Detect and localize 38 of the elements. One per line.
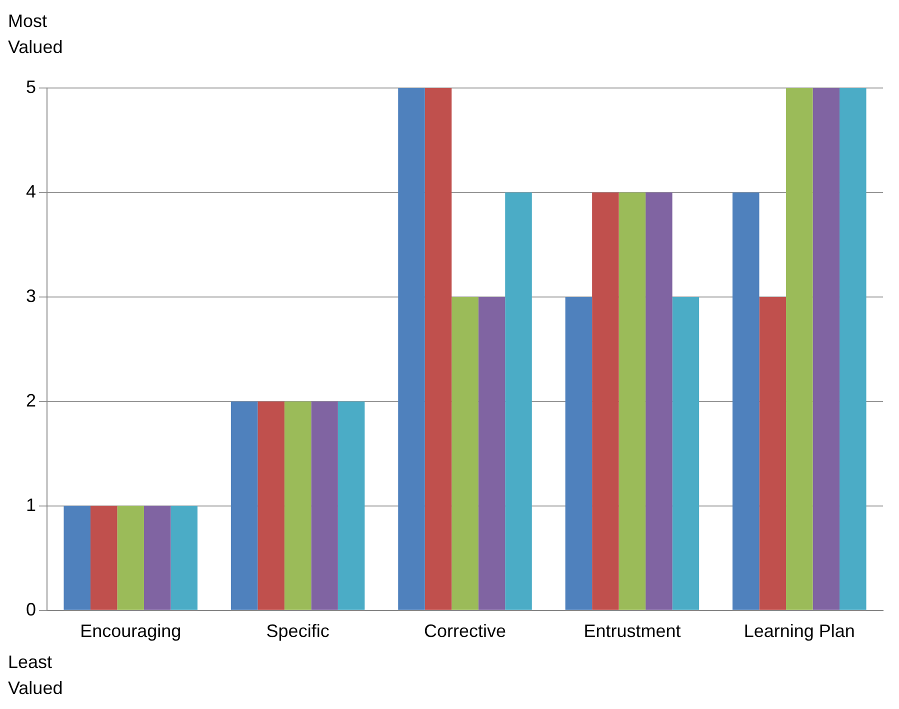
x-tick-label: Learning Plan xyxy=(744,621,855,642)
y-tick-label: 1 xyxy=(26,494,36,515)
bar xyxy=(646,192,672,610)
bar xyxy=(284,401,312,610)
bar xyxy=(812,88,840,610)
x-tick-label: Specific xyxy=(266,621,330,642)
bar xyxy=(759,296,786,610)
bar xyxy=(338,401,365,610)
bar xyxy=(565,296,592,610)
bar xyxy=(230,401,258,610)
x-tick-label: Entrustment xyxy=(584,621,681,642)
bar xyxy=(672,296,700,610)
bar xyxy=(144,506,171,610)
bar xyxy=(478,296,506,610)
y-tick-label: 2 xyxy=(26,390,36,410)
bar xyxy=(117,506,144,610)
bar xyxy=(424,88,452,610)
bar xyxy=(311,401,338,610)
x-tick-label: Corrective xyxy=(424,621,506,642)
bar xyxy=(452,296,478,610)
bar xyxy=(258,401,284,610)
y-tick-label: 4 xyxy=(26,181,36,202)
bar xyxy=(618,192,646,610)
bar xyxy=(398,88,425,610)
bar xyxy=(64,506,90,610)
bar xyxy=(170,506,198,610)
bar xyxy=(732,192,760,610)
bar xyxy=(786,88,813,610)
y-tick-label: 5 xyxy=(26,76,36,97)
bar xyxy=(840,88,866,610)
text: Least Valued xyxy=(8,651,64,700)
bar xyxy=(90,506,118,610)
bar xyxy=(505,192,532,610)
text: Most Valued xyxy=(8,10,64,59)
bar xyxy=(592,192,619,610)
x-tick-label: Encouraging xyxy=(80,621,182,642)
y-tick-label: 3 xyxy=(26,286,36,306)
y-tick-label: 0 xyxy=(26,599,36,620)
